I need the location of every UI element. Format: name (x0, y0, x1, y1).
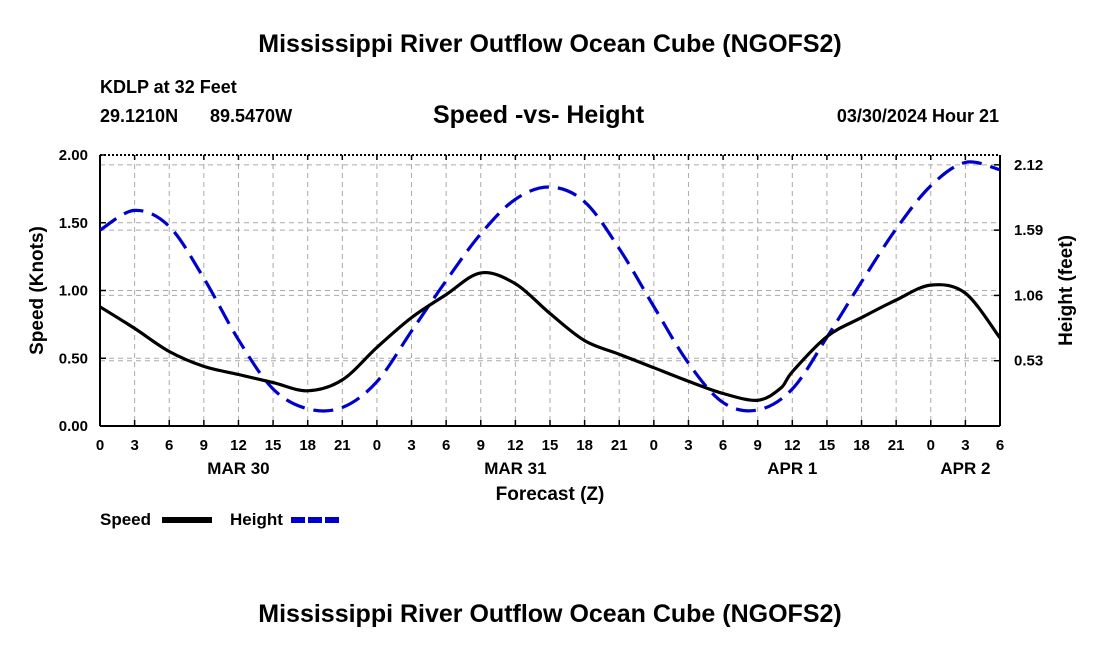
legend-label-height: Height (230, 510, 283, 529)
longitude-label: 89.5470W (210, 106, 293, 126)
x-tick-label: 15 (542, 437, 559, 454)
bottom-title: Mississippi River Outflow Ocean Cube (NG… (258, 600, 842, 628)
y2-tick-label: 1.59 (1014, 222, 1043, 239)
x-tick-label: 6 (165, 437, 173, 454)
chart-main-title: Mississippi River Outflow Ocean Cube (NG… (258, 30, 842, 58)
y2-tick-label: 1.06 (1014, 287, 1043, 304)
x-tick-label: 12 (784, 437, 801, 454)
legend-label-speed: Speed (100, 510, 151, 529)
x-tick-label: 15 (819, 437, 836, 454)
x-tick-label: 0 (927, 437, 935, 454)
x-tick-label: 3 (684, 437, 692, 454)
x-tick-label: 0 (650, 437, 658, 454)
x-tick-label: 3 (961, 437, 969, 454)
x-tick-label: 9 (477, 437, 485, 454)
x-tick-label: 15 (265, 437, 282, 454)
date-label: APR 2 (940, 459, 990, 478)
y2-tick-label: 0.53 (1014, 353, 1043, 370)
x-tick-label: 12 (230, 437, 247, 454)
x-tick-label: 21 (334, 437, 351, 454)
series-line-speed (99, 270, 1002, 402)
date-label: APR 1 (767, 459, 817, 478)
x-tick-label: 21 (611, 437, 628, 454)
station-label: KDLP at 32 Feet (100, 77, 237, 97)
y-tick-label: 1.50 (59, 215, 88, 232)
forecast-datetime: 03/30/2024 Hour 21 (836, 106, 999, 126)
y-tick-label: 1.00 (59, 283, 88, 300)
x-tick-label: 9 (754, 437, 762, 454)
y-tick-label: 0.50 (59, 350, 88, 367)
x-tick-label: 6 (996, 437, 1004, 454)
x-tick-label: 3 (130, 437, 138, 454)
x-tick-label: 6 (719, 437, 727, 454)
x-tick-label: 21 (888, 437, 905, 454)
date-label: MAR 31 (484, 459, 546, 478)
y-tick-label: 2.00 (59, 147, 88, 164)
x-tick-label: 18 (853, 437, 870, 454)
x-tick-label: 9 (200, 437, 208, 454)
date-label: MAR 30 (207, 459, 269, 478)
x-axis-label: Forecast (Z) (496, 484, 605, 505)
y-tick-label: 0.00 (59, 418, 88, 435)
y2-axis-label: Height (feet) (1056, 235, 1077, 346)
x-tick-label: 18 (576, 437, 593, 454)
y2-tick-label: 2.12 (1014, 157, 1043, 174)
x-tick-label: 0 (96, 437, 104, 454)
x-tick-label: 18 (299, 437, 316, 454)
latitude-label: 29.1210N (100, 106, 179, 126)
x-tick-label: 3 (407, 437, 415, 454)
chart-subtitle: Speed -vs- Height (433, 101, 645, 129)
x-tick-label: 6 (442, 437, 450, 454)
x-tick-label: 0 (373, 437, 381, 454)
x-tick-label: 12 (507, 437, 524, 454)
y-axis-label: Speed (Knots) (27, 226, 48, 355)
